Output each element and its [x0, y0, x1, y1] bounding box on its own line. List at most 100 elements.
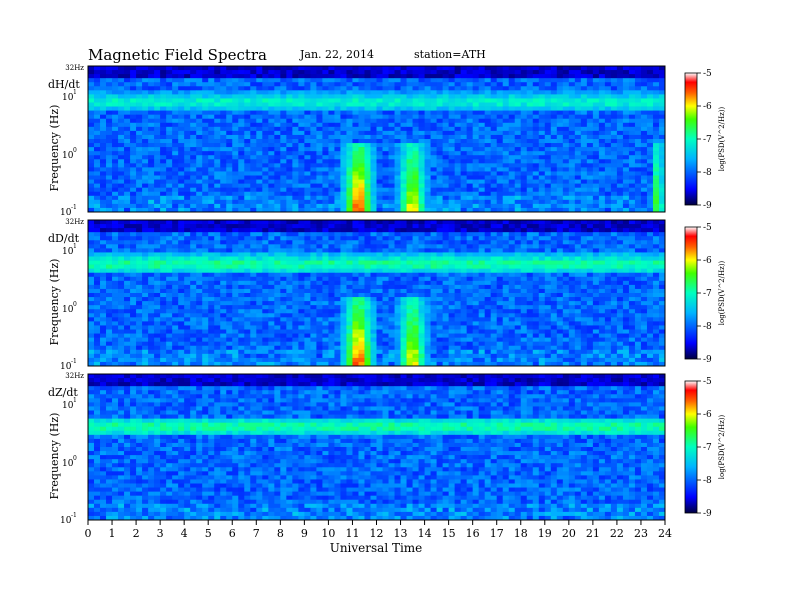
- spectrum-cell: [298, 86, 305, 91]
- spectrum-cell: [214, 171, 221, 176]
- spectrum-cell: [238, 118, 245, 124]
- spectrum-cell: [496, 256, 504, 261]
- spectrum-cell: [610, 134, 618, 140]
- spectrum-cell: [640, 187, 648, 193]
- spectrum-cell: [142, 130, 149, 136]
- spectrum-cell: [214, 236, 221, 241]
- spectrum-cell: [502, 207, 510, 213]
- spectrum-cell: [634, 191, 642, 197]
- spectrum-cell: [226, 122, 233, 128]
- spectrum-cell: [502, 224, 510, 229]
- spectrum-cell: [436, 130, 443, 136]
- spectrum-cell: [310, 78, 317, 83]
- spectrum-cell: [508, 82, 516, 87]
- spectrum-cell: [412, 207, 419, 213]
- spectrum-cell: [334, 248, 341, 253]
- spectrum-cell: [640, 90, 648, 95]
- spectrum-cell: [610, 175, 618, 180]
- spectrum-cell: [232, 134, 239, 140]
- spectrum-cell: [628, 98, 636, 103]
- spectrum-cell: [424, 179, 431, 184]
- spectrum-cell: [208, 98, 215, 103]
- spectrum-cell: [430, 114, 437, 120]
- spectrum-cell: [238, 139, 245, 144]
- spectrum-cell: [226, 220, 233, 225]
- spectrum-cell: [352, 252, 359, 257]
- spectrum-cell: [274, 207, 281, 213]
- spectrum-cell: [172, 159, 179, 164]
- spectrum-cell: [580, 224, 588, 229]
- spectrum-cell: [430, 187, 437, 193]
- spectrum-cell: [400, 74, 407, 79]
- spectrum-cell: [388, 78, 395, 83]
- spectrum-cell: [610, 232, 618, 237]
- spectrum-cell: [442, 248, 449, 253]
- spectrum-cell: [616, 175, 624, 180]
- spectrum-cell: [88, 86, 95, 91]
- spectrum-cell: [592, 252, 600, 257]
- spectrum-cell: [592, 260, 600, 265]
- spectrum-cell: [124, 90, 131, 95]
- spectrum-cell: [112, 143, 119, 148]
- spectrum-cell: [598, 78, 606, 83]
- spectrum-cell: [400, 66, 407, 71]
- spectrum-cell: [580, 147, 588, 152]
- spectrum-cell: [376, 260, 383, 265]
- spectrum-cell: [658, 191, 666, 197]
- spectrum-cell: [610, 167, 618, 172]
- spectrum-cell: [412, 199, 419, 205]
- spectrum-cell: [382, 240, 389, 245]
- spectrum-cell: [160, 236, 167, 241]
- spectrum-cell: [88, 126, 95, 132]
- spectrum-cell: [124, 183, 131, 188]
- spectrum-cell: [118, 114, 125, 120]
- spectrum-cell: [394, 207, 401, 213]
- spectrum-cell: [226, 191, 233, 197]
- spectrum-cell: [496, 260, 504, 265]
- spectrum-cell: [610, 94, 618, 99]
- spectrum-cell: [640, 155, 648, 160]
- spectrum-cell: [268, 114, 275, 120]
- spectrum-cell: [220, 244, 227, 249]
- spectrum-cell: [340, 232, 347, 237]
- spectrum-cell: [460, 171, 467, 176]
- spectrum-cell: [112, 191, 119, 197]
- spectrum-cell: [136, 155, 143, 160]
- spectrum-cell: [124, 272, 131, 278]
- spectrum-cell: [232, 94, 239, 99]
- spectrum-cell: [502, 171, 510, 176]
- spectrum-cell: [358, 224, 365, 229]
- spectrum-cell: [88, 134, 95, 140]
- spectrum-cell: [298, 264, 305, 269]
- spectrum-cell: [256, 82, 263, 87]
- spectrum-cell: [370, 207, 377, 213]
- spectrum-cell: [106, 143, 113, 148]
- spectrum-cell: [136, 82, 143, 87]
- spectrum-cell: [106, 179, 113, 184]
- spectrum-cell: [364, 122, 371, 128]
- spectrum-cell: [316, 252, 323, 257]
- spectrum-cell: [658, 199, 666, 205]
- spectrum-cell: [562, 82, 570, 87]
- spectrum-cell: [562, 139, 570, 144]
- spectrum-cell: [460, 90, 467, 95]
- spectrum-cell: [376, 207, 383, 213]
- spectrum-cell: [286, 171, 293, 176]
- spectrum-cell: [544, 74, 552, 79]
- spectrum-cell: [394, 171, 401, 176]
- spectrum-cell: [376, 268, 383, 274]
- spectrum-cell: [130, 224, 137, 229]
- spectrum-cell: [430, 147, 437, 152]
- spectrum-cell: [166, 147, 173, 152]
- spectrum-cell: [154, 82, 161, 87]
- spectrum-cell: [238, 94, 245, 99]
- spectrum-cell: [136, 159, 143, 164]
- spectrum-cell: [340, 191, 347, 197]
- spectrum-cell: [124, 163, 131, 168]
- spectrum-cell: [556, 240, 564, 245]
- spectrum-cell: [418, 228, 425, 233]
- spectrum-cell: [580, 252, 588, 257]
- spectrum-cell: [538, 280, 546, 286]
- spectrum-cell: [484, 187, 491, 193]
- spectrum-cell: [316, 114, 323, 120]
